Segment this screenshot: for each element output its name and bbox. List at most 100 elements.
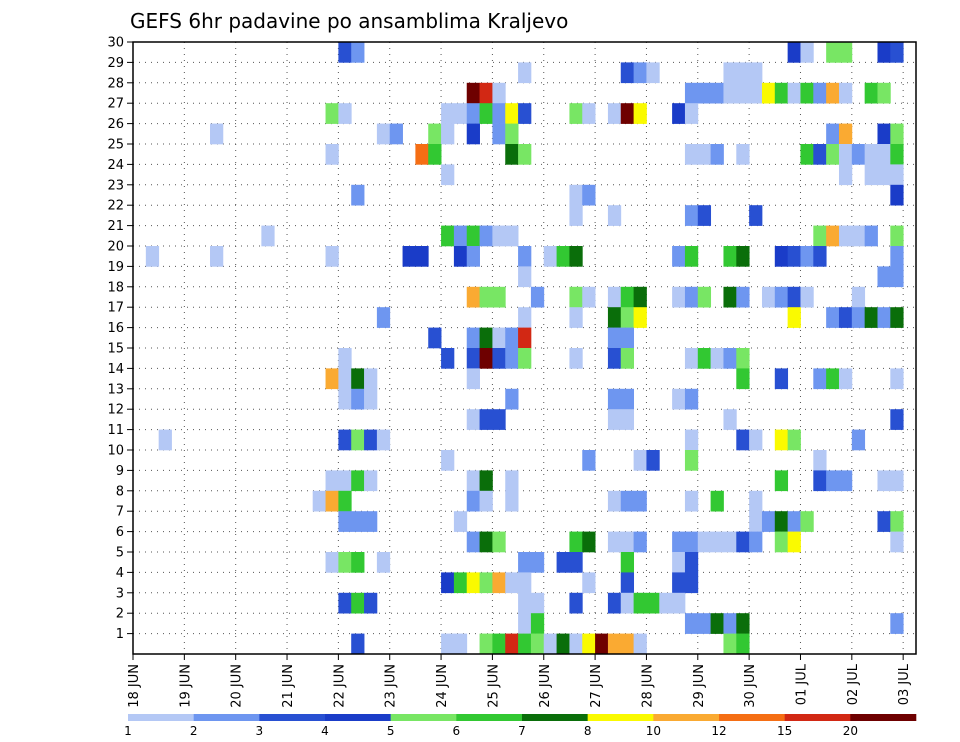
heatmap-cell bbox=[607, 348, 622, 369]
heatmap-cell bbox=[441, 450, 455, 471]
heatmap-cell bbox=[492, 348, 506, 369]
heatmap-cell bbox=[851, 225, 866, 247]
heatmap-cell bbox=[364, 592, 378, 614]
heatmap-cell bbox=[466, 490, 480, 512]
heatmap-cell bbox=[466, 286, 480, 308]
heatmap-cell bbox=[402, 246, 416, 267]
heatmap-cell bbox=[736, 144, 750, 165]
heatmap-cell bbox=[607, 490, 622, 512]
heatmap-cell bbox=[479, 327, 493, 349]
heatmap-cell bbox=[749, 62, 763, 84]
y-tick-label: 12 bbox=[107, 403, 124, 418]
heatmap-cell bbox=[505, 470, 519, 492]
heatmap-cell bbox=[749, 490, 763, 512]
heatmap-cell bbox=[492, 123, 506, 145]
heatmap-cell bbox=[338, 103, 352, 124]
heatmap-cell bbox=[761, 511, 776, 532]
heatmap-cell bbox=[376, 307, 391, 328]
heatmap-cell bbox=[505, 572, 519, 594]
heatmap-cell bbox=[672, 531, 686, 553]
heatmap-cell bbox=[376, 429, 391, 451]
heatmap-cell bbox=[736, 368, 750, 390]
y-tick-label: 26 bbox=[107, 117, 124, 132]
heatmap-cell bbox=[684, 205, 699, 226]
heatmap-cell bbox=[505, 490, 519, 512]
heatmap-cell bbox=[890, 123, 904, 145]
heatmap-cell bbox=[890, 368, 904, 390]
heatmap-cell bbox=[543, 633, 557, 655]
heatmap-cell bbox=[774, 470, 789, 492]
heatmap-cell bbox=[518, 327, 532, 349]
heatmap-cell bbox=[864, 164, 878, 186]
heatmap-cell bbox=[736, 429, 750, 451]
heatmap-cell bbox=[505, 123, 519, 145]
heatmap-cell bbox=[607, 286, 622, 308]
heatmap-cell bbox=[774, 246, 789, 267]
heatmap-cell bbox=[338, 470, 352, 492]
heatmap-cell bbox=[800, 144, 814, 165]
heatmap-cell bbox=[813, 450, 827, 471]
heatmap-cell bbox=[453, 246, 468, 267]
heatmap-cell bbox=[582, 286, 596, 308]
heatmap-cell bbox=[813, 144, 827, 165]
heatmap-cell bbox=[774, 531, 789, 553]
heatmap-cell bbox=[569, 592, 583, 614]
heatmap-cell bbox=[466, 225, 480, 247]
heatmap-cell bbox=[723, 286, 737, 308]
heatmap-cell bbox=[774, 82, 789, 104]
heatmap-cell bbox=[890, 42, 904, 63]
heatmap-cell bbox=[723, 409, 737, 430]
x-tick-label: 19 JUN bbox=[178, 664, 193, 708]
y-tick-label: 28 bbox=[107, 76, 124, 91]
heatmap-cell bbox=[620, 592, 635, 614]
heatmap-cell bbox=[684, 286, 699, 308]
heatmap-cell bbox=[684, 103, 699, 124]
heatmap-cell bbox=[505, 633, 519, 655]
y-tick-label: 24 bbox=[107, 158, 124, 173]
heatmap-cell bbox=[479, 82, 493, 104]
legend-swatch bbox=[193, 714, 260, 721]
heatmap-cell bbox=[210, 123, 224, 145]
heatmap-cell bbox=[338, 592, 352, 614]
heatmap-cell bbox=[710, 348, 724, 369]
heatmap-cell bbox=[672, 286, 686, 308]
y-tick-label: 14 bbox=[107, 362, 124, 377]
heatmap-cell bbox=[761, 286, 776, 308]
legend-label: 12 bbox=[711, 724, 726, 738]
heatmap-cell bbox=[376, 552, 391, 573]
heatmap-cell bbox=[761, 82, 776, 104]
heatmap-cell bbox=[569, 286, 583, 308]
heatmap-cell bbox=[697, 348, 712, 369]
heatmap-cell bbox=[736, 246, 750, 267]
heatmap-cell bbox=[338, 42, 352, 63]
x-tick-label: 30 JUN bbox=[743, 664, 758, 708]
legend-swatch bbox=[456, 714, 523, 721]
heatmap-cell bbox=[158, 429, 172, 451]
x-tick-label: 02 JUL bbox=[846, 663, 861, 705]
heatmap-cell bbox=[800, 511, 814, 532]
legend-label: 8 bbox=[584, 724, 592, 738]
heatmap-cell bbox=[492, 225, 506, 247]
heatmap-cell bbox=[620, 409, 635, 430]
y-tick-label: 6 bbox=[116, 525, 124, 540]
heatmap-cell bbox=[736, 633, 750, 655]
heatmap-cell bbox=[800, 286, 814, 308]
heatmap-cell bbox=[633, 633, 647, 655]
y-tick-label: 8 bbox=[116, 484, 124, 499]
heatmap-cell bbox=[826, 144, 840, 165]
heatmap-cell bbox=[736, 286, 750, 308]
heatmap-cell bbox=[569, 348, 583, 369]
heatmap-cell bbox=[351, 42, 365, 63]
heatmap-cell bbox=[505, 388, 519, 410]
heatmap-cell bbox=[890, 409, 904, 430]
heatmap-cell bbox=[505, 327, 519, 349]
y-tick-label: 22 bbox=[107, 199, 124, 214]
heatmap-cell bbox=[466, 348, 480, 369]
x-tick-label: 25 JUN bbox=[486, 664, 501, 708]
heatmap-cell bbox=[607, 103, 622, 124]
heatmap-cell bbox=[620, 552, 635, 573]
heatmap-cell bbox=[890, 225, 904, 247]
heatmap-cell bbox=[479, 225, 493, 247]
heatmap-cell bbox=[877, 164, 891, 186]
legend-label: 7 bbox=[518, 724, 526, 738]
